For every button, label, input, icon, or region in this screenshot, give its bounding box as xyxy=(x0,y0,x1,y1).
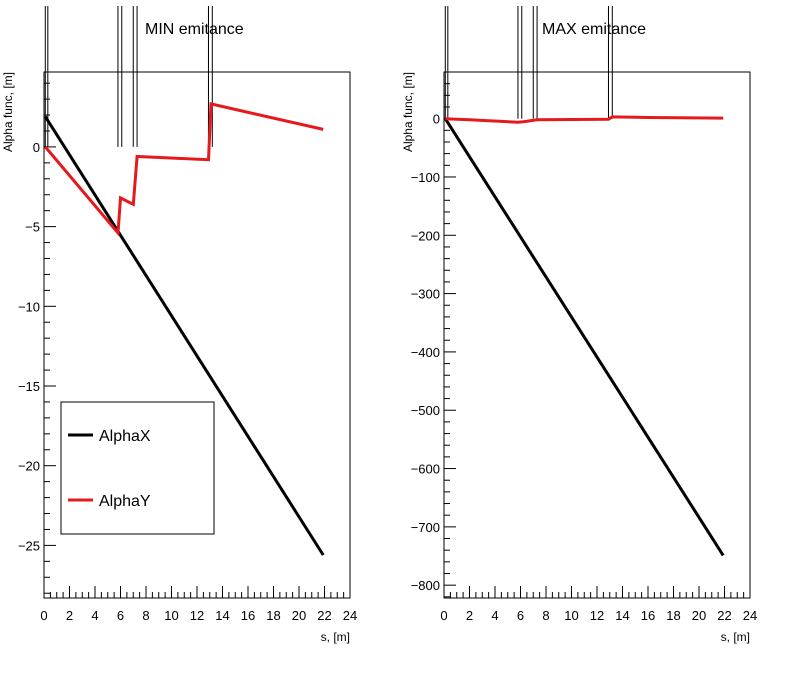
x-tick-label: 0 xyxy=(440,608,447,623)
plot-frame xyxy=(443,71,751,599)
y-tick-label: −25 xyxy=(18,538,40,553)
x-tick-label: 16 xyxy=(641,608,655,623)
y-tick-label: −800 xyxy=(411,578,440,593)
pad-title: MIN emitance xyxy=(145,21,244,38)
x-tick-label: 6 xyxy=(517,608,524,623)
x-tick-label: 22 xyxy=(317,608,331,623)
x-axis-title: s, [m] xyxy=(721,630,750,644)
y-tick-label: −200 xyxy=(411,228,440,243)
y-tick-label: −500 xyxy=(411,403,440,418)
y-tick-label: 0 xyxy=(433,112,440,127)
x-tick-label: 18 xyxy=(666,608,680,623)
x-tick-label: 20 xyxy=(692,608,706,623)
x-tick-label: 12 xyxy=(590,608,604,623)
y-tick-label: −15 xyxy=(18,379,40,394)
x-tick-label: 16 xyxy=(241,608,255,623)
x-tick-label: 4 xyxy=(491,608,498,623)
x-tick-label: 22 xyxy=(717,608,731,623)
y-tick-label: −5 xyxy=(25,220,40,235)
x-tick-label: 0 xyxy=(40,608,47,623)
x-tick-label: 4 xyxy=(91,608,98,623)
x-axis-title: s, [m] xyxy=(321,630,350,644)
x-tick-label: 24 xyxy=(343,608,357,623)
legend-box xyxy=(60,401,215,535)
series-line-alphax xyxy=(444,117,725,557)
legend-label: AlphaX xyxy=(99,428,151,445)
y-axis-title: Alpha func, [m] xyxy=(1,72,15,152)
series-line-alphay xyxy=(445,115,724,124)
x-tick-label: 6 xyxy=(117,608,124,623)
x-tick-label: 2 xyxy=(66,608,73,623)
y-tick-label: −600 xyxy=(411,462,440,477)
x-tick-label: 10 xyxy=(164,608,178,623)
y-tick-label: −100 xyxy=(411,170,440,185)
y-tick-label: −400 xyxy=(411,345,440,360)
x-tick-label: 12 xyxy=(190,608,204,623)
legend-label: AlphaY xyxy=(99,493,151,510)
x-tick-label: 20 xyxy=(292,608,306,623)
y-tick-label: −10 xyxy=(18,299,40,314)
x-tick-label: 14 xyxy=(215,608,229,623)
series-line-alphay xyxy=(44,102,324,237)
y-tick-label: −300 xyxy=(411,287,440,302)
x-tick-label: 18 xyxy=(266,608,280,623)
y-tick-label: 0 xyxy=(33,140,40,155)
x-tick-label: 24 xyxy=(743,608,757,623)
y-axis-title: Alpha func, [m] xyxy=(401,72,415,152)
y-tick-label: −700 xyxy=(411,520,440,535)
x-tick-label: 14 xyxy=(615,608,629,623)
pad-title: MAX emitance xyxy=(542,21,646,38)
x-tick-label: 2 xyxy=(466,608,473,623)
x-tick-label: 8 xyxy=(542,608,549,623)
x-tick-label: 10 xyxy=(564,608,578,623)
y-tick-label: −20 xyxy=(18,459,40,474)
x-tick-label: 8 xyxy=(142,608,149,623)
series-line-alphax xyxy=(44,115,325,556)
